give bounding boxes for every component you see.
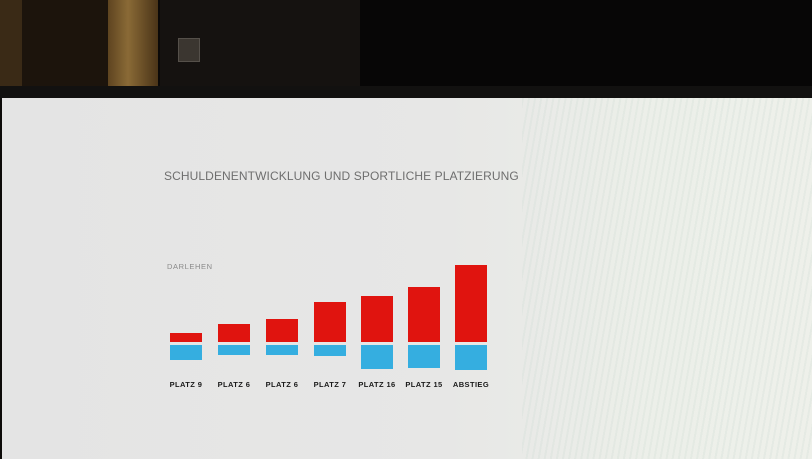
category-label: PLATZ 15	[405, 380, 442, 389]
monitor-bezel	[0, 86, 812, 100]
bar-lower	[408, 345, 440, 368]
category-label: ABSTIEG	[453, 380, 489, 389]
light-switch	[178, 38, 200, 62]
bar-upper	[455, 265, 487, 342]
bar-upper	[218, 324, 250, 342]
series-label: DARLEHEN	[167, 262, 213, 271]
bar-lower	[455, 345, 487, 370]
bar-lower	[170, 345, 202, 360]
bar-lower	[361, 345, 393, 369]
monitor-screen: SCHULDENENTWICKLUNG UND SPORTLICHE PLATZ…	[2, 98, 812, 459]
category-label: PLATZ 16	[358, 380, 395, 389]
bar-upper	[361, 296, 393, 342]
background-room	[0, 0, 812, 98]
bar-upper	[170, 333, 202, 342]
chart-title: SCHULDENENTWICKLUNG UND SPORTLICHE PLATZ…	[164, 169, 519, 183]
bar-lower	[218, 345, 250, 355]
picture-frame	[360, 0, 812, 94]
wall	[22, 0, 110, 90]
bar-chart: PLATZ 9 PLATZ 6 PLATZ 6 PLATZ 7 PLATZ 16 PLAT…	[170, 265, 489, 389]
bar-lower	[266, 345, 298, 355]
bar-lower	[314, 345, 346, 356]
category-label: PLATZ 9	[170, 380, 203, 389]
wall	[0, 0, 22, 92]
category-label: PLATZ 7	[314, 380, 347, 389]
bar-upper	[408, 287, 440, 342]
bar-upper	[266, 319, 298, 342]
bar-upper	[314, 302, 346, 342]
category-label: PLATZ 6	[266, 380, 299, 389]
pillar	[108, 0, 158, 88]
category-label: PLATZ 6	[218, 380, 251, 389]
